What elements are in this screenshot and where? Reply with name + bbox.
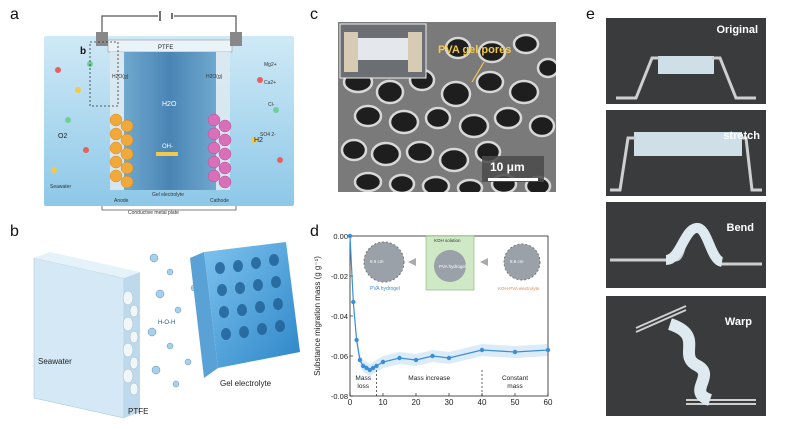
cathode-label: Cathode	[210, 198, 229, 204]
inset-left-name: PVA hydrogel	[370, 286, 400, 292]
x-tick-label: 60	[544, 398, 553, 407]
oh-label: OH-	[162, 144, 173, 150]
data-point	[479, 347, 485, 353]
panel-d-chart: 0 10 20 30 40 50 60 0.00 -0.02 -0.04 -0.06 -0.08 Sub…	[312, 228, 562, 424]
panel-b-svg: H-O-H Seawater PTFE Gel electrolyte	[33, 242, 300, 419]
data-point	[545, 347, 551, 353]
o2-label: O2	[58, 133, 67, 140]
anode-label: Anode	[114, 198, 129, 204]
inset-center-name: PVA hydrogel	[439, 264, 466, 269]
panel-b-schematic: H-O-H Seawater PTFE Gel electrolyte	[24, 228, 306, 420]
migration-mass-chart: 0 10 20 30 40 50 60 0.00 -0.02 -0.04 -0.06 -0.08 Sub…	[313, 230, 553, 407]
panel-c-sem-image: PVA gel pores 10 μm	[338, 22, 556, 192]
data-point	[430, 353, 435, 359]
y-tick-label: -0.06	[331, 352, 348, 361]
photo-original-svg	[616, 56, 756, 100]
chart-inset: 9.9 cm PVA hydrogel KOH solution PVA hyd…	[356, 232, 556, 302]
panel-a-schematic: PTFE	[28, 10, 306, 218]
data-point	[364, 365, 369, 371]
data-point	[361, 363, 366, 369]
panel-letter-e: e	[586, 6, 595, 23]
data-point	[413, 357, 419, 363]
ptfe-label-b: PTFE	[128, 407, 148, 416]
ion-dots	[51, 61, 283, 173]
pva-pores-label: PVA gel pores	[438, 44, 512, 56]
h2o-center-label: H2O	[162, 101, 177, 108]
seawater-slab	[33, 257, 125, 419]
anode-particles	[109, 113, 134, 189]
panel-letter-c: c	[310, 6, 318, 23]
data-point	[351, 299, 356, 305]
region-label: mass	[507, 383, 523, 390]
inset-svg	[363, 235, 541, 291]
y-tick-label: -0.04	[331, 312, 348, 321]
inset-right-name: KOH-PVA electrolyte	[498, 286, 540, 291]
data-point	[367, 367, 372, 373]
gel-label: Gel electrolyte	[152, 192, 184, 198]
panel-a-svg: PTFE	[44, 11, 294, 216]
region-label: Mass increase	[408, 375, 450, 382]
region-label: loss	[357, 383, 369, 390]
photo-label-original: Original	[716, 24, 758, 36]
y-tick-label: -0.02	[331, 272, 348, 281]
photo-original: Original	[606, 18, 766, 104]
data-point	[374, 363, 379, 369]
ptfe-label: PTFE	[158, 45, 173, 51]
photo-warp-svg	[635, 305, 756, 406]
ca-label: Ca2+	[264, 80, 276, 86]
photo-label-stretch: stretch	[723, 130, 760, 142]
seawater-label: Seawater	[50, 184, 71, 190]
panel-letter-b: b	[10, 223, 19, 240]
so4-label: SO4 2-	[260, 132, 276, 138]
panel-letter-a: a	[10, 6, 19, 23]
data-point	[354, 337, 359, 343]
gel-electrolyte-block	[124, 52, 216, 190]
photo-bend: Bend	[606, 202, 766, 288]
water-molecules	[147, 253, 206, 388]
panel-letter-d: d	[310, 223, 319, 240]
data-point	[512, 349, 518, 355]
data-point	[370, 365, 376, 371]
scale-bar-label: 10 μm	[490, 160, 525, 174]
x-tick-label: 50	[511, 398, 520, 407]
cathode-particles	[207, 113, 232, 189]
photo-label-bend: Bend	[726, 222, 755, 234]
sem-pores-svg	[338, 22, 556, 192]
mg-label: Mg2+	[264, 62, 277, 68]
inset-left-dim: 9.9 cm	[370, 259, 384, 264]
h2-label: H2	[254, 137, 263, 144]
ptfe-pores	[122, 290, 139, 396]
gel-label-b: Gel electrolyte	[220, 379, 272, 388]
cl-label: Cl-	[268, 102, 275, 108]
x-tick-label: 40	[478, 398, 487, 407]
region-label: Constant	[502, 375, 528, 382]
data-point	[380, 359, 386, 365]
data-point	[357, 357, 363, 363]
inset-center-top: KOH solution	[434, 238, 461, 243]
x-tick-label: 20	[412, 398, 421, 407]
photo-label-warp: Warp	[724, 316, 752, 328]
y-tick-label: 0.00	[333, 232, 348, 241]
photo-warp: Warp	[606, 296, 766, 416]
h2o-left-label: H2O(g)	[112, 74, 129, 80]
x-tick-label: 0	[348, 398, 353, 407]
x-tick-label: 10	[379, 398, 388, 407]
inset-right-dim: 8.6 cm	[510, 259, 524, 264]
metal-plate-label: Conductive metal plate	[128, 210, 179, 216]
data-point	[397, 355, 402, 361]
h2o-molecule-label: H-O-H	[158, 320, 175, 326]
h2o-right-label: H2O(g)	[206, 74, 223, 80]
photo-bend-svg	[610, 223, 762, 267]
data-point	[347, 233, 353, 239]
sub-letter-b: b	[80, 46, 86, 57]
y-axis-label: Substance migration mass (g g⁻¹)	[313, 256, 322, 376]
photo-stretch-svg	[610, 132, 762, 192]
x-tick-label: 30	[445, 398, 454, 407]
seawater-label-b: Seawater	[38, 357, 72, 366]
region-label: Mass	[355, 375, 371, 382]
y-tick-label: -0.08	[331, 392, 348, 401]
photo-stretch: stretch	[606, 110, 766, 196]
data-point	[446, 355, 452, 361]
